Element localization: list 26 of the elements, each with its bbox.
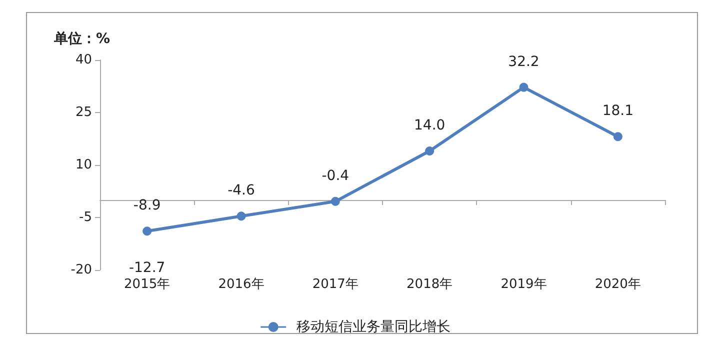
x-tick-label: 2019年 xyxy=(500,277,547,292)
y-tick-label: -5 xyxy=(79,210,92,225)
point xyxy=(330,196,340,206)
data-label: -8.9 xyxy=(133,198,161,214)
y-tick-label: 25 xyxy=(75,105,92,120)
data-label: -4.6 xyxy=(228,182,255,199)
data-label: 32.2 xyxy=(508,54,540,70)
legend-label: 移动短信业务量同比增长 xyxy=(296,319,450,335)
point xyxy=(142,226,152,236)
data-label: 14.0 xyxy=(414,118,446,134)
annotation: -12.7 xyxy=(128,260,166,276)
point xyxy=(236,212,246,221)
point xyxy=(613,132,622,142)
data-label: 18.1 xyxy=(602,103,634,120)
x-tick-label: 2015年 xyxy=(124,277,170,292)
x-tick-label: 2016年 xyxy=(218,277,264,292)
y-axis-title: 单位：% xyxy=(52,31,110,47)
point xyxy=(425,146,434,156)
x-tick-label: 2017年 xyxy=(312,277,358,292)
x-tick-label: 2020年 xyxy=(594,277,641,292)
y-tick-label: 40 xyxy=(75,52,92,68)
y-tick-label: 10 xyxy=(75,158,92,172)
y-tick-label: -20 xyxy=(70,262,92,278)
data-label: -0.4 xyxy=(322,168,350,184)
x-tick-label: 2018年 xyxy=(406,277,453,292)
point xyxy=(519,82,528,92)
